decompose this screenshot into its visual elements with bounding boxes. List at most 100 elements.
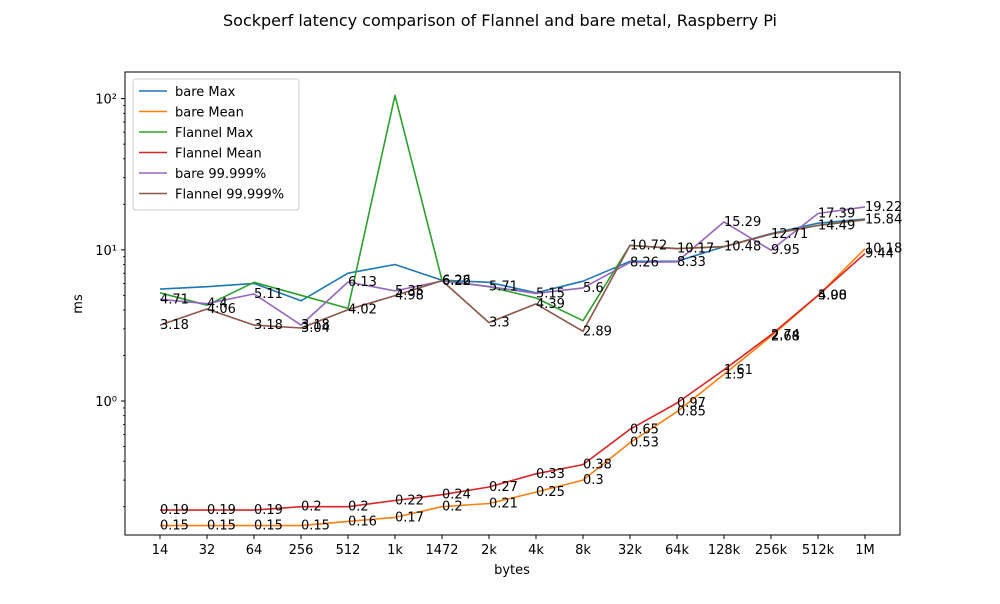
x-tick-label: 512k (802, 543, 835, 558)
chart-title: Sockperf latency comparison of Flannel a… (223, 11, 777, 30)
data-label: 0.33 (536, 467, 565, 482)
data-label: 0.19 (160, 503, 189, 518)
data-label: 10.72 (630, 238, 667, 253)
series-line-bare-99-999- (159, 206, 866, 326)
data-label: 0.24 (442, 488, 471, 503)
data-label: 0.15 (207, 519, 236, 534)
data-label: 0.3 (583, 473, 604, 488)
legend-entry: Flannel Mean (175, 147, 262, 162)
data-label: 3.3 (489, 316, 510, 331)
data-label: 0.53 (630, 436, 659, 451)
data-label: 4.71 (160, 292, 189, 307)
legend-entry: Flannel Max (175, 126, 253, 141)
x-tick-label: 1472 (425, 543, 458, 558)
data-label: 5.15 (536, 286, 565, 301)
legend-entry: bare 99.999% (175, 167, 266, 182)
data-label: 3.18 (301, 318, 330, 333)
plot-area (159, 94, 866, 527)
data-label: 0.2 (348, 500, 369, 515)
data-label: 17.39 (818, 206, 855, 221)
data-label: 9.95 (771, 243, 800, 258)
data-label: 2.89 (583, 324, 612, 339)
x-tick-label: 4k (528, 543, 544, 558)
data-label: 9.44 (865, 247, 894, 262)
x-tick-label: 128k (708, 543, 741, 558)
data-label: 0.38 (583, 458, 612, 473)
data-label: 0.15 (254, 519, 283, 534)
data-label: 3.04 (301, 321, 330, 336)
data-label: 0.17 (395, 510, 424, 525)
y-axis-label: ms (71, 294, 86, 314)
legend: bare Max bare Mean Flannel Max Flannel Mean… (132, 78, 300, 211)
data-label: 2.68 (771, 329, 800, 344)
legend-entry: Flannel 99.999% (175, 188, 284, 203)
data-label: 4.39 (536, 297, 565, 312)
data-label: 2.74 (771, 328, 800, 343)
x-tick-label: 64 (246, 543, 263, 558)
data-label: 0.15 (160, 519, 189, 534)
data-label: 0.2 (442, 500, 463, 515)
data-label: 5.71 (489, 280, 518, 295)
x-tick-label: 64k (665, 543, 690, 558)
data-label: 1.61 (724, 363, 753, 378)
x-axis-label: bytes (494, 563, 530, 578)
x-tick-label: 8k (575, 543, 591, 558)
y-tick-label: 10⁰ (95, 395, 117, 410)
data-label: 12.71 (771, 227, 808, 242)
data-label: 0.2 (301, 500, 322, 515)
x-tick-label: 256k (755, 543, 788, 558)
x-tick-label: 1M (855, 543, 875, 558)
x-tick-label: 2k (481, 543, 497, 558)
series-line-bare-mean (160, 248, 866, 527)
plot-frame (124, 71, 901, 536)
data-label: 3.18 (254, 318, 283, 333)
data-label: 0.22 (395, 493, 424, 508)
data-label: 8.26 (630, 255, 659, 270)
data-label: 15.29 (724, 215, 761, 230)
data-label: 5.11 (254, 287, 283, 302)
data-labels: 0.15 0.15 0.15 0.15 0.16 0.170.2 0.210.250.30.… (160, 200, 902, 534)
legend-box (132, 78, 300, 211)
x-tick-label: 1k (387, 543, 403, 558)
data-label: 6.26 (442, 274, 471, 289)
data-label: 4.98 (818, 289, 847, 304)
data-label: 0.65 (630, 422, 659, 437)
data-label: 4.4 (207, 297, 228, 312)
series-line-flannel-mean (160, 253, 866, 511)
data-label: 14.49 (818, 218, 855, 233)
x-tick-label: 14 (152, 543, 169, 558)
data-label: 6.22 (442, 274, 471, 289)
data-label: 4.02 (348, 303, 377, 318)
legend-entry: bare Mean (175, 106, 244, 121)
data-label: 0.16 (348, 514, 377, 529)
data-label: 0.25 (536, 485, 565, 500)
series-line-flannel-99-999- (159, 218, 866, 333)
data-label: 0.27 (489, 480, 518, 495)
data-label: 1.5 (724, 367, 745, 382)
x-tick-label: 512 (336, 543, 361, 558)
data-label: 5.00 (818, 288, 847, 303)
x-tick-label: 256 (289, 543, 314, 558)
data-label: 10.48 (724, 240, 761, 255)
data-label: 0.19 (254, 503, 283, 518)
data-label: 4.06 (207, 302, 236, 317)
data-label: 8.33 (677, 255, 706, 270)
y-tick-label: 10² (95, 93, 117, 108)
data-label: 5.35 (395, 284, 424, 299)
data-label: 4.98 (395, 289, 424, 304)
data-label: 0.85 (677, 405, 706, 420)
y-tick-label: 10¹ (95, 244, 117, 259)
axes: 14 32 64 256 512 1k 1472 2k 4k 8k 32k 64k 128k 256k 51… (95, 71, 901, 558)
data-label: 0.15 (301, 519, 330, 534)
data-label: 10.18 (865, 242, 902, 257)
data-label: 6.13 (348, 275, 377, 290)
data-label: 5.6 (583, 281, 604, 296)
legend-entry: bare Max (175, 85, 236, 100)
data-label: 19.22 (865, 200, 902, 215)
data-label: 0.97 (677, 396, 706, 411)
data-label: 0.21 (489, 497, 518, 512)
data-label: 15.84 (865, 213, 902, 228)
data-label: 10.17 (677, 242, 714, 257)
x-tick-label: 32 (199, 543, 216, 558)
